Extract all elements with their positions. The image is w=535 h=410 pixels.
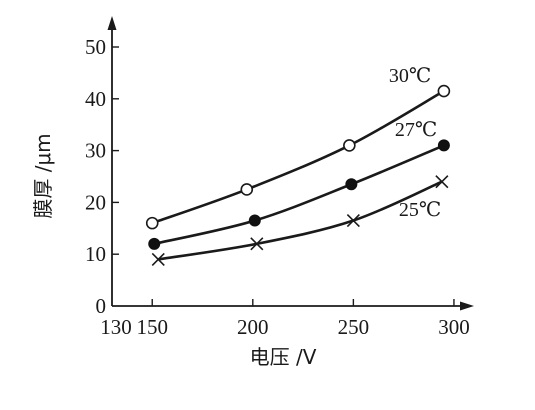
data-point-filled-circle bbox=[345, 178, 358, 191]
data-point-cross bbox=[151, 252, 165, 266]
x-axis-arrow bbox=[460, 301, 474, 311]
y-axis-arrow bbox=[107, 16, 117, 30]
x-tick-label: 130 bbox=[100, 315, 132, 339]
data-point-open-circle bbox=[437, 84, 451, 98]
series-1: 30℃ bbox=[145, 65, 451, 230]
x-tick-label: 250 bbox=[338, 315, 370, 339]
y-tick-label: 40 bbox=[85, 87, 106, 111]
data-point-filled-circle bbox=[437, 139, 450, 152]
y-tick-label: 10 bbox=[85, 242, 106, 266]
y-tick-label: 20 bbox=[85, 190, 106, 214]
y-tick-label: 0 bbox=[96, 294, 107, 318]
x-axis-title: 电压 /V bbox=[250, 345, 317, 369]
series-label: 25℃ bbox=[399, 199, 441, 221]
data-point-cross bbox=[346, 213, 360, 228]
data-point-filled-circle bbox=[148, 237, 161, 250]
series-label: 27℃ bbox=[395, 119, 437, 141]
y-tick-label: 30 bbox=[85, 139, 106, 163]
ticks: 0 10 20 30 40 50 130 150 200 250 300 bbox=[85, 35, 470, 339]
x-tick-label: 150 bbox=[136, 315, 168, 339]
series-line bbox=[158, 180, 443, 261]
series-group: 30℃ 27℃ 25℃ bbox=[145, 65, 451, 266]
series-line bbox=[151, 89, 445, 225]
data-point-cross bbox=[250, 237, 264, 251]
data-point-open-circle bbox=[343, 139, 356, 152]
data-point-cross bbox=[435, 175, 449, 189]
x-tick-label: 300 bbox=[438, 315, 470, 339]
y-axis-title: 膜厚 /μm bbox=[31, 133, 55, 218]
series-line bbox=[153, 144, 445, 246]
data-point-filled-circle bbox=[248, 214, 261, 227]
x-tick-label: 200 bbox=[237, 315, 269, 339]
axes bbox=[107, 16, 474, 311]
y-tick-label: 50 bbox=[85, 35, 106, 59]
series-label: 30℃ bbox=[389, 65, 431, 87]
series-2: 27℃ bbox=[148, 119, 450, 250]
data-point-open-circle bbox=[240, 183, 254, 196]
data-point-open-circle bbox=[145, 216, 159, 230]
series-3: 25℃ bbox=[151, 175, 449, 266]
